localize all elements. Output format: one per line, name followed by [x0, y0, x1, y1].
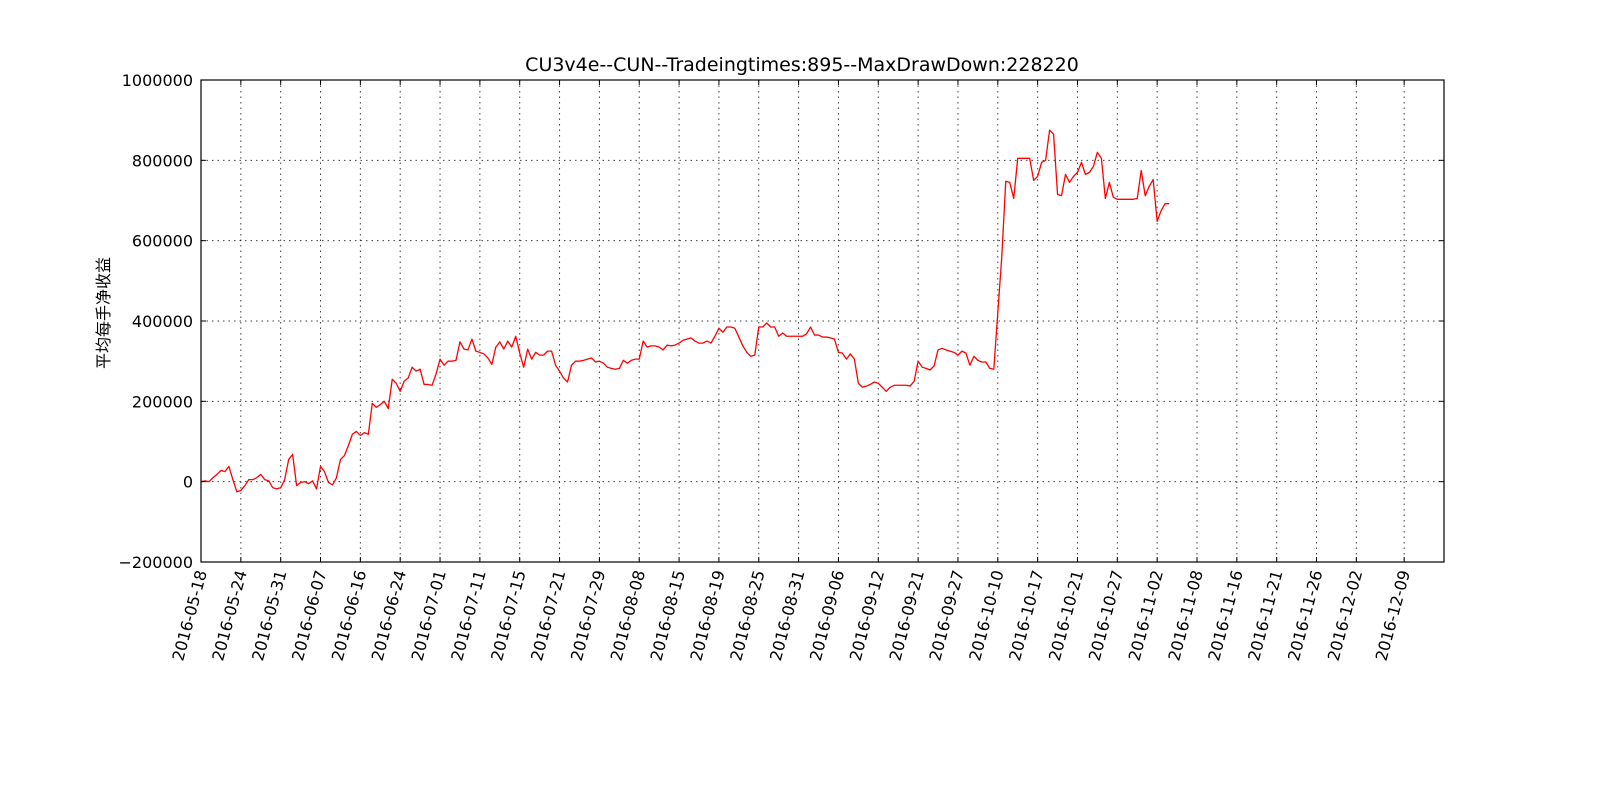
y-tick-label: 0: [183, 473, 193, 492]
y-tick-label: 200000: [132, 392, 193, 411]
x-tick-label: 2016-10-17: [1005, 568, 1047, 663]
x-tick-label: 2016-07-15: [487, 568, 529, 663]
series-group: [200, 129, 1170, 493]
y-tick-label: −200000: [119, 553, 193, 572]
x-tick-label: 2016-09-12: [846, 568, 888, 663]
x-tick-label: 2016-11-21: [1244, 568, 1286, 663]
x-tick-label: 2016-06-16: [328, 568, 370, 663]
x-tick-label: 2016-11-16: [1204, 568, 1246, 663]
x-axis: 2016-05-182016-05-242016-05-312016-06-07…: [168, 80, 1414, 663]
x-tick-label: 2016-08-19: [686, 568, 728, 663]
x-tick-label: 2016-09-21: [886, 568, 928, 663]
x-tick-label: 2016-12-09: [1372, 568, 1414, 663]
x-tick-label: 2016-06-07: [288, 568, 330, 663]
y-tick-label: 400000: [132, 312, 193, 331]
x-tick-label: 2016-07-11: [447, 568, 489, 663]
y-tick-label: 800000: [132, 151, 193, 170]
x-tick-label: 2016-09-06: [806, 568, 848, 663]
grid-lines: [200, 80, 1444, 562]
y-axis: −200000 0 200000 400000 600000 800000 1000000: [119, 71, 1444, 572]
x-tick-label: 2016-11-08: [1164, 568, 1206, 663]
x-tick-label: 2016-07-21: [527, 568, 569, 663]
x-tick-label: 2016-08-08: [607, 568, 649, 663]
x-tick-label: 2016-07-29: [567, 568, 609, 663]
x-tick-label: 2016-05-31: [248, 568, 290, 663]
x-tick-label: 2016-08-15: [647, 568, 689, 663]
x-tick-label: 2016-06-24: [368, 568, 410, 663]
series-line: [200, 129, 1170, 493]
y-tick-label: 600000: [132, 232, 193, 251]
y-axis-label: 平均每手净收益: [94, 257, 113, 369]
chart-title: CU3v4e--CUN--Tradeingtimes:895--MaxDrawD…: [525, 54, 1079, 76]
x-tick-label: 2016-11-26: [1284, 568, 1326, 663]
x-tick-label: 2016-09-27: [925, 568, 967, 663]
x-tick-label: 2016-10-10: [965, 568, 1007, 663]
x-tick-label: 2016-05-24: [208, 568, 250, 663]
x-tick-label: 2016-07-01: [407, 568, 449, 663]
x-tick-label: 2016-08-25: [726, 568, 768, 663]
y-tick-label: 1000000: [122, 71, 193, 90]
x-tick-label: 2016-05-18: [168, 568, 210, 663]
x-tick-label: 2016-12-02: [1324, 568, 1366, 663]
x-tick-label: 2016-10-27: [1085, 568, 1127, 663]
x-tick-label: 2016-11-02: [1125, 568, 1167, 663]
x-tick-label: 2016-10-21: [1045, 568, 1087, 663]
x-tick-label: 2016-08-31: [766, 568, 808, 663]
